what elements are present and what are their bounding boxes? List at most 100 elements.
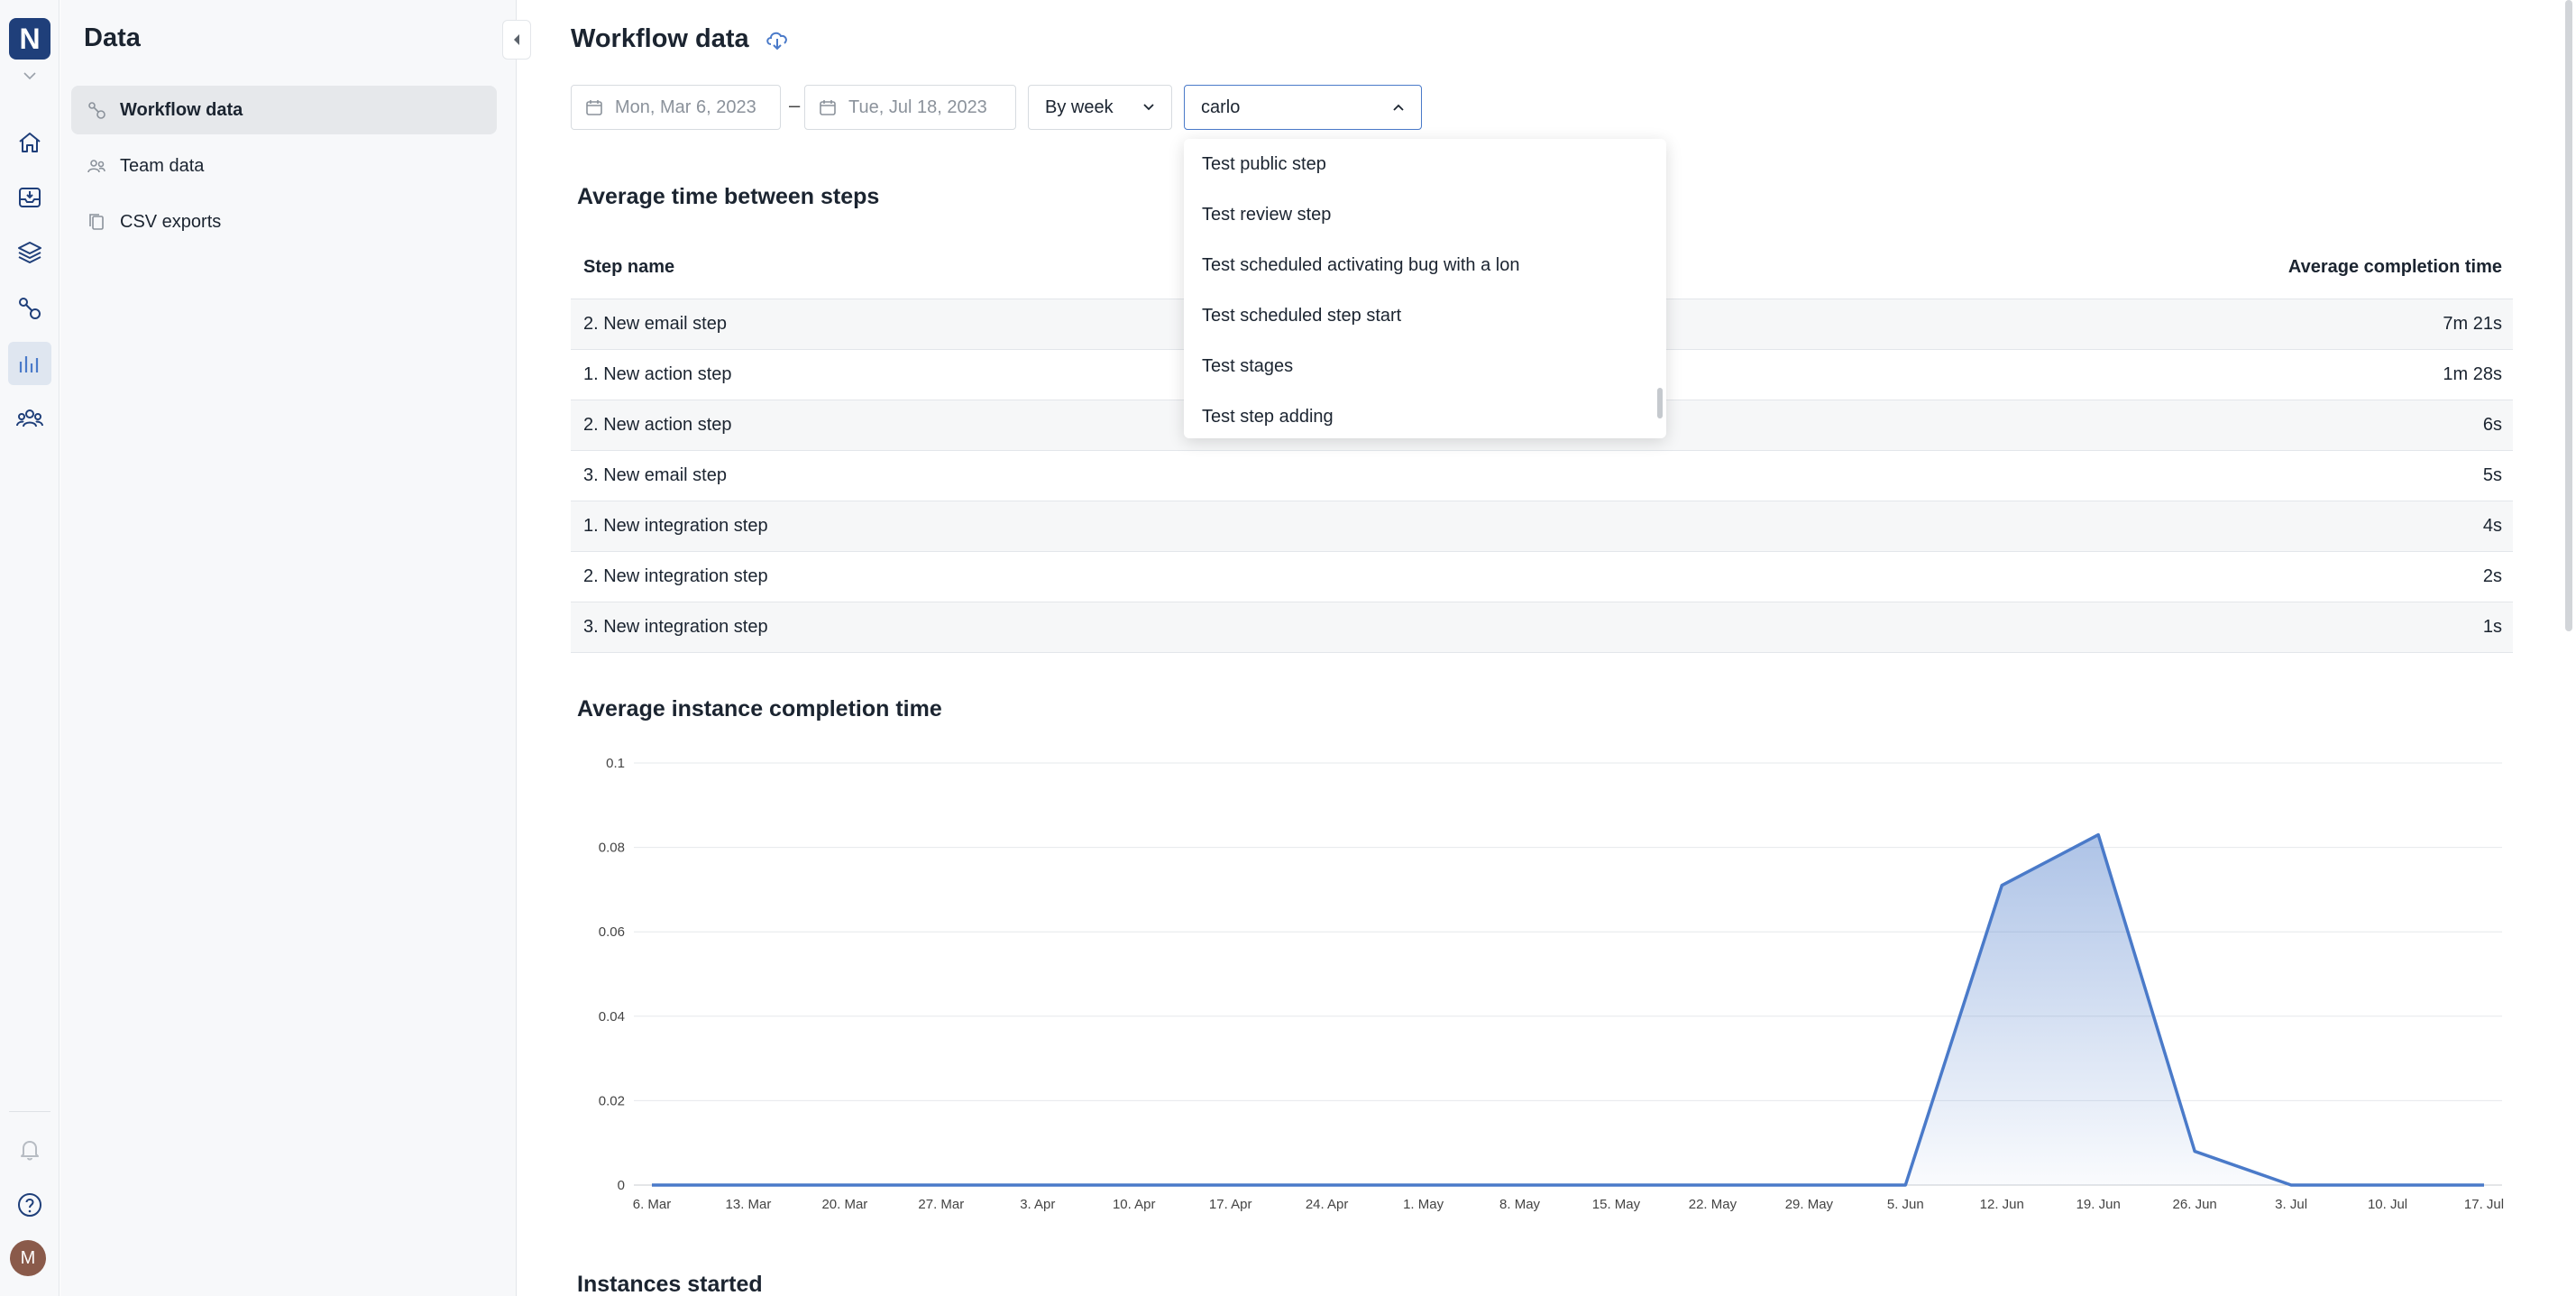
y-tick-label: 0.1 — [606, 756, 625, 771]
calendar-icon — [586, 100, 602, 115]
y-tick-label: 0 — [618, 1178, 625, 1193]
x-tick-label: 10. Apr — [1113, 1197, 1156, 1212]
workflow-icon — [19, 298, 41, 319]
x-tick-label: 17. Jul — [2464, 1197, 2504, 1212]
x-tick-label: 3. Apr — [1020, 1197, 1055, 1212]
y-tick-label: 0.02 — [599, 1093, 625, 1108]
icon-rail: N M — [0, 0, 60, 1296]
step-name: 2. New integration step — [583, 566, 768, 586]
rail-divider — [9, 1111, 50, 1112]
step-name: 1. New action step — [583, 364, 732, 384]
chevron-up-icon — [1393, 104, 1404, 111]
user-search-select[interactable]: carlo — [1184, 85, 1422, 130]
x-tick-label: 12. Jun — [1980, 1197, 2024, 1212]
step-name: 3. New email step — [583, 465, 727, 485]
x-tick-label: 6. Mar — [633, 1197, 672, 1212]
caret-left-icon — [514, 34, 519, 45]
x-tick-label: 26. Jun — [2173, 1197, 2217, 1212]
sidebar-item-label: Workflow data — [120, 99, 243, 120]
user-dropdown-menu: Test public step Test review step Test s… — [1184, 139, 1666, 438]
x-tick-label: 13. Mar — [726, 1197, 772, 1212]
avatar[interactable]: M — [10, 1240, 46, 1276]
instances-section-title: Instances started — [577, 1272, 763, 1296]
area-fill — [652, 834, 2484, 1185]
workflow-icon — [88, 102, 105, 119]
column-average-time[interactable]: Average completion time — [2287, 257, 2502, 277]
home-icon — [19, 133, 41, 152]
rail-inbox[interactable] — [8, 176, 51, 219]
rail-home[interactable] — [8, 121, 51, 164]
rail-data[interactable] — [8, 342, 51, 385]
page-title-text: Workflow data — [571, 24, 749, 53]
sidebar-item-label: CSV exports — [120, 211, 222, 232]
dropdown-scrollbar[interactable] — [1657, 388, 1663, 418]
completion-section-title: Average instance completion time — [577, 696, 942, 722]
step-time: 2s — [2482, 566, 2502, 586]
cloud-download-icon[interactable] — [764, 26, 791, 53]
step-time: 6s — [2482, 415, 2502, 435]
x-tick-label: 19. Jun — [2076, 1197, 2121, 1212]
step-time: 4s — [2482, 516, 2502, 536]
table-row: 1. New integration step 4s — [571, 501, 2513, 552]
x-tick-label: 1. May — [1403, 1197, 1444, 1212]
end-date-field[interactable]: Tue, Jul 18, 2023 — [804, 85, 1016, 130]
dropdown-option[interactable]: Test scheduled step start — [1202, 305, 1402, 326]
step-name: 3. New integration step — [583, 617, 768, 637]
dropdown-option[interactable]: Test review step — [1202, 204, 1332, 225]
sidebar-title: Data — [84, 23, 141, 52]
sidebar-item-workflow-data[interactable]: Workflow data — [71, 86, 497, 134]
chart-icon — [19, 356, 39, 372]
sidebar-item-csv-exports[interactable]: CSV exports — [71, 198, 497, 246]
team-icon — [16, 409, 43, 427]
step-name: 2. New email step — [583, 314, 727, 334]
calendar-icon — [820, 100, 836, 115]
column-step-name[interactable]: Step name — [583, 257, 675, 277]
x-tick-label: 17. Apr — [1209, 1197, 1252, 1212]
step-name: 2. New action step — [583, 415, 732, 435]
dropdown-option[interactable]: Test stages — [1202, 355, 1294, 376]
dropdown-option[interactable]: Test public step — [1202, 153, 1326, 174]
rail-team[interactable] — [8, 397, 51, 440]
series-line — [652, 832, 2484, 1187]
start-date-value: Mon, Mar 6, 2023 — [615, 97, 756, 117]
rail-layers[interactable] — [8, 231, 51, 274]
x-tick-label: 3. Jul — [2275, 1197, 2307, 1212]
x-tick-label: 29. May — [1785, 1197, 1834, 1212]
copy-icon — [89, 214, 104, 230]
page-title: Workflow data — [571, 24, 791, 54]
step-time: 7m 21s — [2443, 314, 2502, 334]
group-by-select[interactable]: By week — [1028, 85, 1172, 130]
rail-help[interactable] — [8, 1183, 51, 1227]
dropdown-option[interactable]: Test step adding — [1202, 406, 1334, 427]
x-tick-label: 24. Apr — [1306, 1197, 1349, 1212]
page-scrollbar[interactable] — [2565, 0, 2572, 631]
x-tick-label: 15. May — [1592, 1197, 1641, 1212]
x-tick-label: 8. May — [1499, 1197, 1541, 1212]
y-tick-label: 0.04 — [599, 1009, 625, 1025]
steps-section-title: Average time between steps — [577, 184, 880, 209]
table-row: 3. New integration step 1s — [571, 602, 2513, 653]
chevron-down-icon[interactable] — [19, 69, 41, 83]
completion-time-chart: 0 0.02 0.04 0.06 0.08 0.1 6. Mar 13. Mar 20. Mar… — [599, 756, 2504, 1212]
x-tick-label: 22. May — [1689, 1197, 1737, 1212]
x-tick-label: 5. Jun — [1887, 1197, 1924, 1212]
bell-icon — [21, 1141, 39, 1161]
team-icon — [87, 160, 105, 173]
rail-workflows[interactable] — [8, 287, 51, 330]
dropdown-option[interactable]: Test scheduled activating bug with a lon — [1202, 254, 1520, 275]
end-date-value: Tue, Jul 18, 2023 — [848, 97, 987, 117]
sidebar-item-team-data[interactable]: Team data — [71, 142, 497, 190]
table-row: 3. New email step 5s — [571, 451, 2513, 501]
y-tick-label: 0.06 — [599, 924, 625, 940]
x-tick-label: 10. Jul — [2368, 1197, 2407, 1212]
step-time: 1s — [2482, 617, 2502, 637]
app-logo[interactable]: N — [9, 18, 50, 60]
group-by-value: By week — [1045, 97, 1114, 117]
rail-notifications[interactable] — [8, 1127, 51, 1171]
collapse-sidebar-button[interactable] — [502, 20, 531, 60]
start-date-field[interactable]: Mon, Mar 6, 2023 — [571, 85, 781, 130]
user-search-value: carlo — [1201, 97, 1241, 117]
step-time: 5s — [2482, 465, 2502, 485]
chevron-down-icon — [1143, 104, 1154, 111]
help-icon — [18, 1193, 41, 1217]
